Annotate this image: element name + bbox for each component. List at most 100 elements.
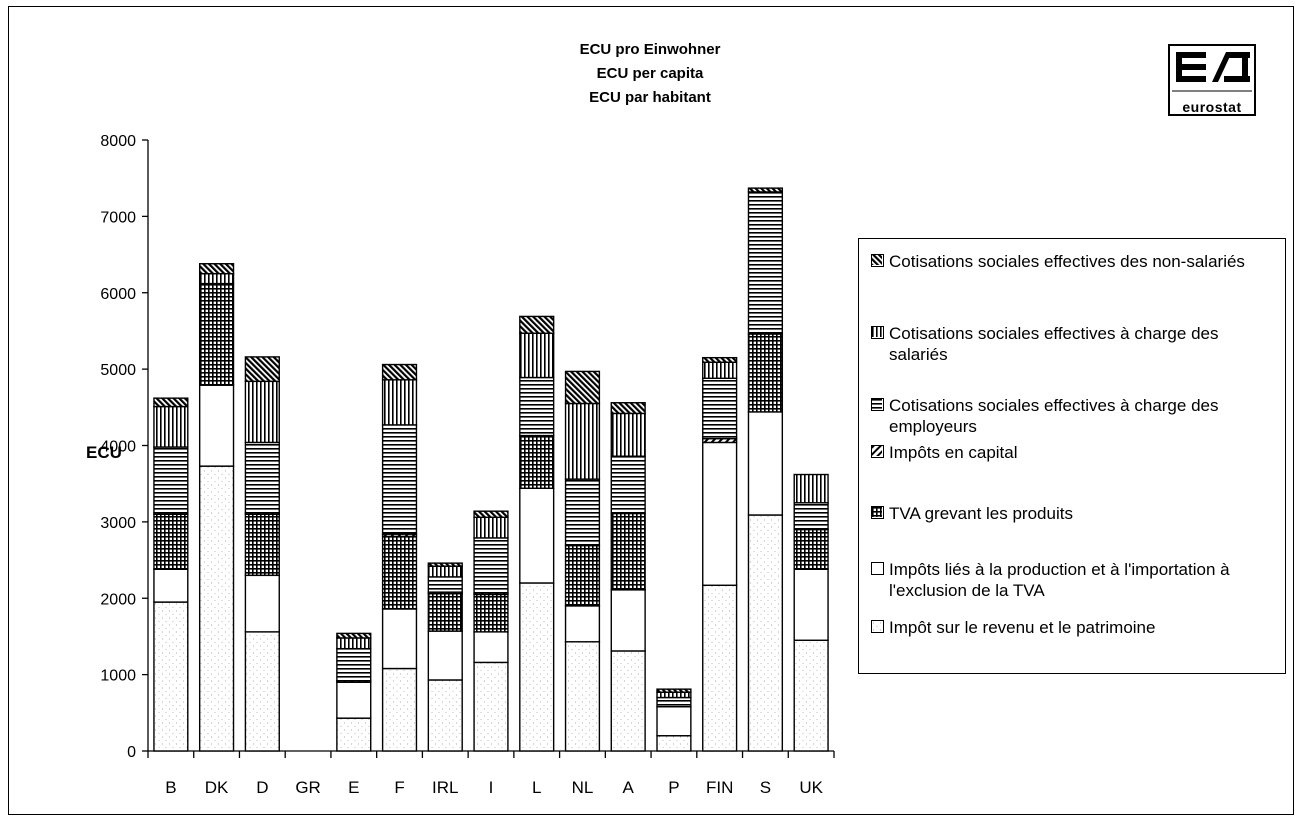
bar-segment [656,691,692,699]
bar-segment [153,397,189,408]
bar-segment [336,647,372,682]
bar-segment [381,535,418,610]
y-axis-label: ECU [86,443,122,462]
legend-label: Impôt sur le revenu et le patrimoine [889,618,1156,637]
bar-segment [336,681,372,719]
x-tick-label: B [165,778,176,797]
bar-segment [427,630,463,681]
x-tick-label: UK [799,778,823,797]
bar-segment [702,361,738,379]
bar-segment [244,380,280,444]
bar-segment [473,516,509,539]
bar-segment [702,377,738,440]
x-tick-label: E [348,778,359,797]
y-tick-label: 7000 [100,209,136,226]
y-tick-label: 0 [127,744,136,761]
bar-segment [244,631,280,752]
bar-segment [564,478,601,547]
bar-segment [747,411,784,516]
bar-segment [519,487,555,584]
legend-swatch [871,398,884,411]
bar-segment [153,601,189,752]
legend-label: Cotisations sociales effectives à charge… [889,396,1219,436]
bar-segment [793,639,829,752]
y-tick-label: 6000 [100,286,136,303]
legend-swatch [871,445,884,458]
bar-segment [702,441,738,586]
bar-segment [381,608,418,670]
legend-item: TVA grevant les produits [871,503,1276,524]
y-tick-label: 1000 [100,668,136,685]
legend: Cotisations sociales effectives des non-… [858,238,1286,674]
bar-segment [519,315,555,334]
bar-segment [656,706,692,737]
bar-segment [244,356,280,383]
bar-segment [564,370,601,405]
bar-segment [381,424,418,535]
y-tick-label: 8000 [100,133,136,150]
bar-segment [427,592,463,632]
eurostat-logo-text: eurostat [1182,99,1242,115]
axes: 0 1000 2000 3000 4000 5000 6000 7000 8000 B DK D GR E… [100,133,835,797]
bar-segment [244,441,280,514]
chart-title-line-3: ECU par habitant [589,89,711,106]
bar-segment [702,584,738,752]
y-tick-label: 3000 [100,515,136,532]
bar-segment [336,717,372,752]
legend-label: TVA grevant les produits [889,504,1073,523]
bar-segment [427,565,463,578]
legend-item: Impôts en capital [871,442,1276,463]
x-tick-label: GR [295,778,321,797]
x-tick-label: P [668,778,679,797]
bar-segment [198,384,235,467]
bar-segment [153,513,189,570]
chart-frame [8,6,1294,815]
bar-segment [473,631,509,664]
bar-segment [610,412,646,457]
bar-segment [564,605,601,643]
bar-segment [198,263,235,275]
x-tick-label: NL [572,778,594,797]
y-tick-label: 2000 [100,591,136,608]
legend-swatch [871,506,884,519]
bar-segment [793,502,829,531]
x-tick-label: I [489,778,494,797]
bar-segment [519,434,555,489]
x-tick-label: D [256,778,268,797]
bar-segment [747,514,784,752]
chart-title-line-1: ECU pro Einwohner [579,41,721,58]
bar-segment [427,562,463,567]
bar-segment [610,402,646,415]
bar-segment [610,650,646,752]
bar-segment [747,191,784,335]
bar-segment [747,187,784,193]
bar-segment [473,537,509,594]
x-tick-label: F [394,778,404,797]
bar-segment [198,272,235,285]
legend-label: Impôts liés à la production et à l'impor… [889,560,1230,600]
x-tick-label: IRL [432,778,458,797]
chart-title-line-2: ECU per capita [596,65,704,82]
bar-segment [519,582,555,752]
bar-segment [656,735,692,752]
bar-segment [519,376,555,437]
legend-label: Cotisations sociales effectives à charge… [889,324,1219,364]
y-tick-label: 4000 [100,439,136,456]
x-tick-label: DK [205,778,229,797]
bar-segment [427,679,463,752]
bar-segment [610,455,646,515]
bar-segment [793,568,829,641]
legend-label: Cotisations sociales effectives des non-… [889,252,1245,271]
bar-segment [656,688,692,693]
bar-segment [473,510,509,518]
bar-segment [473,593,509,633]
x-tick-label: FIN [706,778,733,797]
bar-segment [336,637,372,650]
bar-segment [153,405,189,448]
bar-segment [244,574,280,633]
legend-item: Impôt sur le revenu et le patrimoine [871,617,1276,638]
legend-swatch [871,326,884,339]
bar-segment [747,333,784,413]
bar-segment [336,632,372,639]
